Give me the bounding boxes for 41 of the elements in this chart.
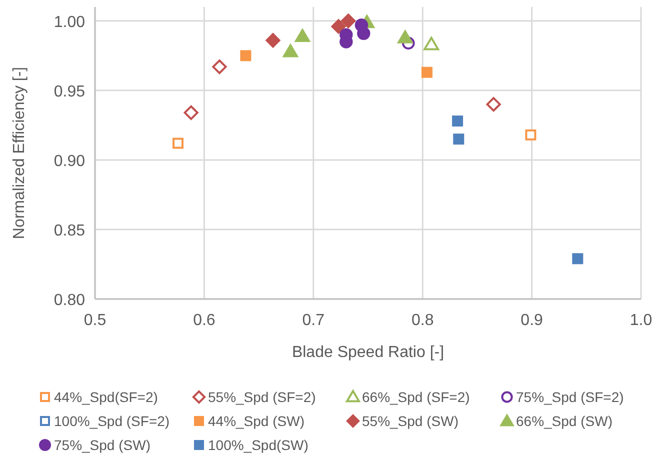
point <box>424 36 440 50</box>
x-tick-label: 0.6 <box>193 312 216 329</box>
point <box>572 253 584 264</box>
point <box>486 97 501 112</box>
point <box>396 29 414 44</box>
point <box>421 66 432 78</box>
legend-label: 55%_Spd (SF=2) <box>208 389 316 405</box>
point <box>212 59 227 74</box>
point <box>525 129 536 140</box>
point <box>184 105 198 120</box>
point <box>294 28 311 42</box>
x-tick-label: 0.5 <box>84 312 106 329</box>
point <box>240 50 252 62</box>
legend-label: 100%_Spd(SW) <box>208 437 308 453</box>
point <box>282 43 299 58</box>
legend-label: 66%_Spd (SF=2) <box>362 389 470 405</box>
legend-label: 55%_Spd (SW) <box>362 413 458 429</box>
point <box>265 32 281 48</box>
legend-label: 100%_Spd (SF=2) <box>54 413 170 429</box>
y-tick-label: 0.90 <box>54 152 86 170</box>
legend-label: 75%_Spd (SF=2) <box>516 389 624 405</box>
point <box>330 18 346 34</box>
y-tick-label: 0.85 <box>54 222 86 240</box>
x-tick-label: 0.7 <box>302 312 325 329</box>
point <box>340 13 356 29</box>
x-tick-label: 0.9 <box>520 312 544 329</box>
legend-label: 75%_Spd (SW) <box>54 437 150 453</box>
x-axis-title: Blade Speed Ratio [-] <box>292 344 444 361</box>
y-tick-label: 0.80 <box>54 292 86 309</box>
x-tick-label: 0.8 <box>411 312 434 329</box>
y-axis-title: Normalized Efficiency [-] <box>11 66 28 240</box>
legend-label: 44%_Spd(SF=2) <box>54 389 158 405</box>
point <box>357 26 370 40</box>
y-tick-label: 1.00 <box>54 14 86 31</box>
legend-label: 44%_Spd (SW) <box>208 413 304 429</box>
point <box>453 134 464 145</box>
x-tick-label: 1.0 <box>630 312 652 329</box>
point <box>452 116 464 127</box>
legend-label: 66%_Spd (SW) <box>516 413 612 429</box>
point <box>172 138 184 149</box>
y-tick-label: 0.95 <box>54 83 86 100</box>
